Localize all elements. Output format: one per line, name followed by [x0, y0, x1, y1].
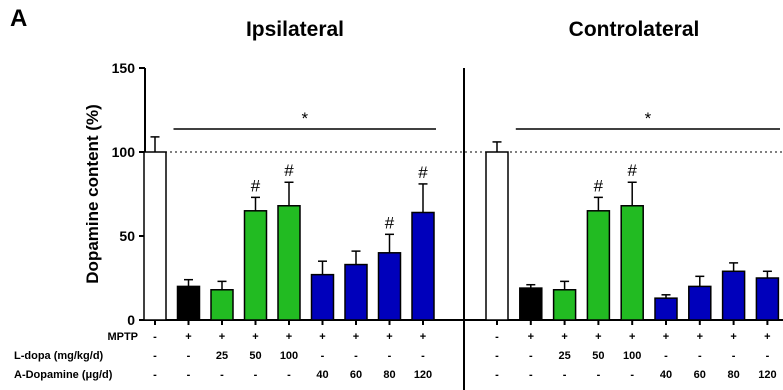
condition-value: -: [153, 331, 157, 343]
condition-value: 40: [316, 369, 328, 381]
condition-value: 25: [216, 350, 228, 362]
condition-value: -: [766, 350, 770, 362]
y-tick-label: 150: [112, 60, 136, 76]
condition-value: -: [187, 369, 191, 381]
panel-title: Controlateral: [569, 18, 700, 41]
condition-value: -: [495, 369, 499, 381]
hash-marker: #: [594, 176, 604, 195]
condition-value: 25: [558, 350, 570, 362]
condition-value: -: [495, 350, 499, 362]
condition-value: +: [561, 331, 567, 343]
condition-value: -: [495, 331, 499, 343]
condition-value: +: [386, 331, 392, 343]
condition-value: +: [663, 331, 669, 343]
bar: [344, 263, 368, 321]
condition-label: A-Dopamine (μg/d): [14, 369, 113, 381]
condition-value: 100: [280, 350, 298, 362]
condition-value: +: [629, 331, 635, 343]
panel-label: A: [10, 5, 27, 32]
condition-value: -: [563, 369, 567, 381]
condition-value: -: [220, 369, 224, 381]
condition-value: -: [153, 369, 157, 381]
bar: [143, 151, 167, 321]
hash-marker: #: [284, 161, 294, 180]
condition-value: -: [388, 350, 392, 362]
condition-value: +: [528, 331, 534, 343]
significance-star: *: [645, 109, 652, 128]
condition-value: 80: [727, 369, 739, 381]
condition-value: -: [254, 369, 258, 381]
condition-value: +: [252, 331, 258, 343]
bar: [620, 205, 644, 321]
bar: [755, 277, 780, 321]
condition-value: 50: [249, 350, 261, 362]
condition-label: MPTP: [107, 331, 138, 343]
y-tick-label: 100: [112, 144, 136, 160]
y-tick-label: 50: [119, 228, 135, 244]
condition-value: -: [354, 350, 358, 362]
condition-value: +: [319, 331, 325, 343]
bar: [377, 252, 402, 321]
condition-value: 120: [758, 369, 776, 381]
condition-value: -: [529, 350, 533, 362]
condition-value: 50: [592, 350, 604, 362]
condition-value: 60: [350, 369, 362, 381]
condition-value: -: [421, 350, 425, 362]
condition-value: 40: [660, 369, 672, 381]
bar: [411, 211, 435, 321]
y-tick-label: 0: [127, 312, 135, 328]
condition-value: 100: [623, 350, 641, 362]
bar: [243, 210, 268, 321]
bar: [310, 273, 335, 321]
hash-marker: #: [251, 176, 261, 195]
hash-marker: #: [385, 213, 395, 232]
condition-value: -: [321, 350, 325, 362]
condition-value: -: [698, 350, 702, 362]
bar: [485, 151, 509, 321]
condition-value: 120: [414, 369, 432, 381]
hash-marker: #: [627, 161, 637, 180]
condition-value: -: [529, 369, 533, 381]
chart-area: Ipsilateral 0 50 100 150 Dopamine content (%)…: [14, 18, 783, 390]
condition-value: -: [187, 350, 191, 362]
condition-value: +: [420, 331, 426, 343]
condition-value: -: [732, 350, 736, 362]
condition-value: -: [153, 350, 157, 362]
significance-star: *: [301, 109, 308, 128]
bar: [176, 285, 201, 321]
condition-value: +: [219, 331, 225, 343]
condition-value: +: [185, 331, 191, 343]
bar: [688, 285, 712, 321]
condition-value: -: [630, 369, 634, 381]
condition-value: +: [286, 331, 292, 343]
bar: [721, 270, 746, 321]
condition-value: -: [287, 369, 291, 381]
condition-value: +: [730, 331, 736, 343]
condition-value: +: [595, 331, 601, 343]
condition-value: -: [597, 369, 601, 381]
bar: [586, 210, 611, 321]
condition-value: -: [664, 350, 668, 362]
bar: [654, 297, 678, 321]
bar: [210, 289, 234, 321]
condition-value: +: [764, 331, 770, 343]
condition-value: 80: [383, 369, 395, 381]
bar: [552, 289, 577, 321]
condition-value: 60: [694, 369, 706, 381]
condition-value: +: [697, 331, 703, 343]
y-axis-label: Dopamine content (%): [83, 104, 102, 283]
condition-label: L-dopa (mg/kg/d): [14, 350, 104, 362]
condition-value: +: [353, 331, 359, 343]
bar: [519, 287, 543, 321]
hash-marker: #: [418, 163, 428, 182]
bar: [277, 205, 301, 321]
panel-title: Ipsilateral: [246, 18, 344, 41]
